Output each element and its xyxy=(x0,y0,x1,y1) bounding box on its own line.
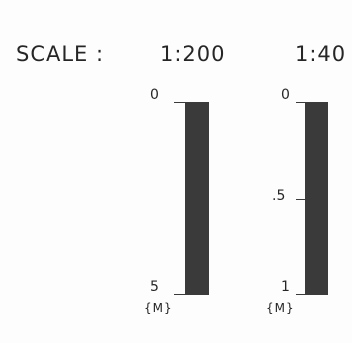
scale-ratio-1-40: 1:40 xyxy=(295,42,347,66)
scale-bar-1-200-bottom-label: 5 xyxy=(150,279,159,295)
scale-bar-1-200-top-label: 0 xyxy=(150,87,159,103)
scale-bar-1-40-bottom-label: 1 xyxy=(281,279,290,295)
scale-bar-1-40-top-label: 0 xyxy=(281,87,290,103)
scale-bar-1-40-top-tick xyxy=(296,102,306,103)
scale-bar-1-40-mid-tick xyxy=(296,199,306,200)
scale-bar-1-40-bar xyxy=(305,102,328,295)
scale-label: SCALE : xyxy=(16,42,105,66)
scale-bar-1-200-bottom-tick xyxy=(174,294,186,295)
scale-bar-1-200-unit: {M} xyxy=(144,301,173,315)
scale-bar-1-40-unit: {M} xyxy=(266,301,295,315)
scale-ratio-1-200: 1:200 xyxy=(160,42,226,66)
scale-bar-1-200-bar xyxy=(185,102,209,295)
scale-bar-1-200-top-tick xyxy=(174,102,186,103)
scale-bar-1-40-bottom-tick xyxy=(296,294,306,295)
scale-bar-1-40-mid-label: .5 xyxy=(272,188,286,204)
